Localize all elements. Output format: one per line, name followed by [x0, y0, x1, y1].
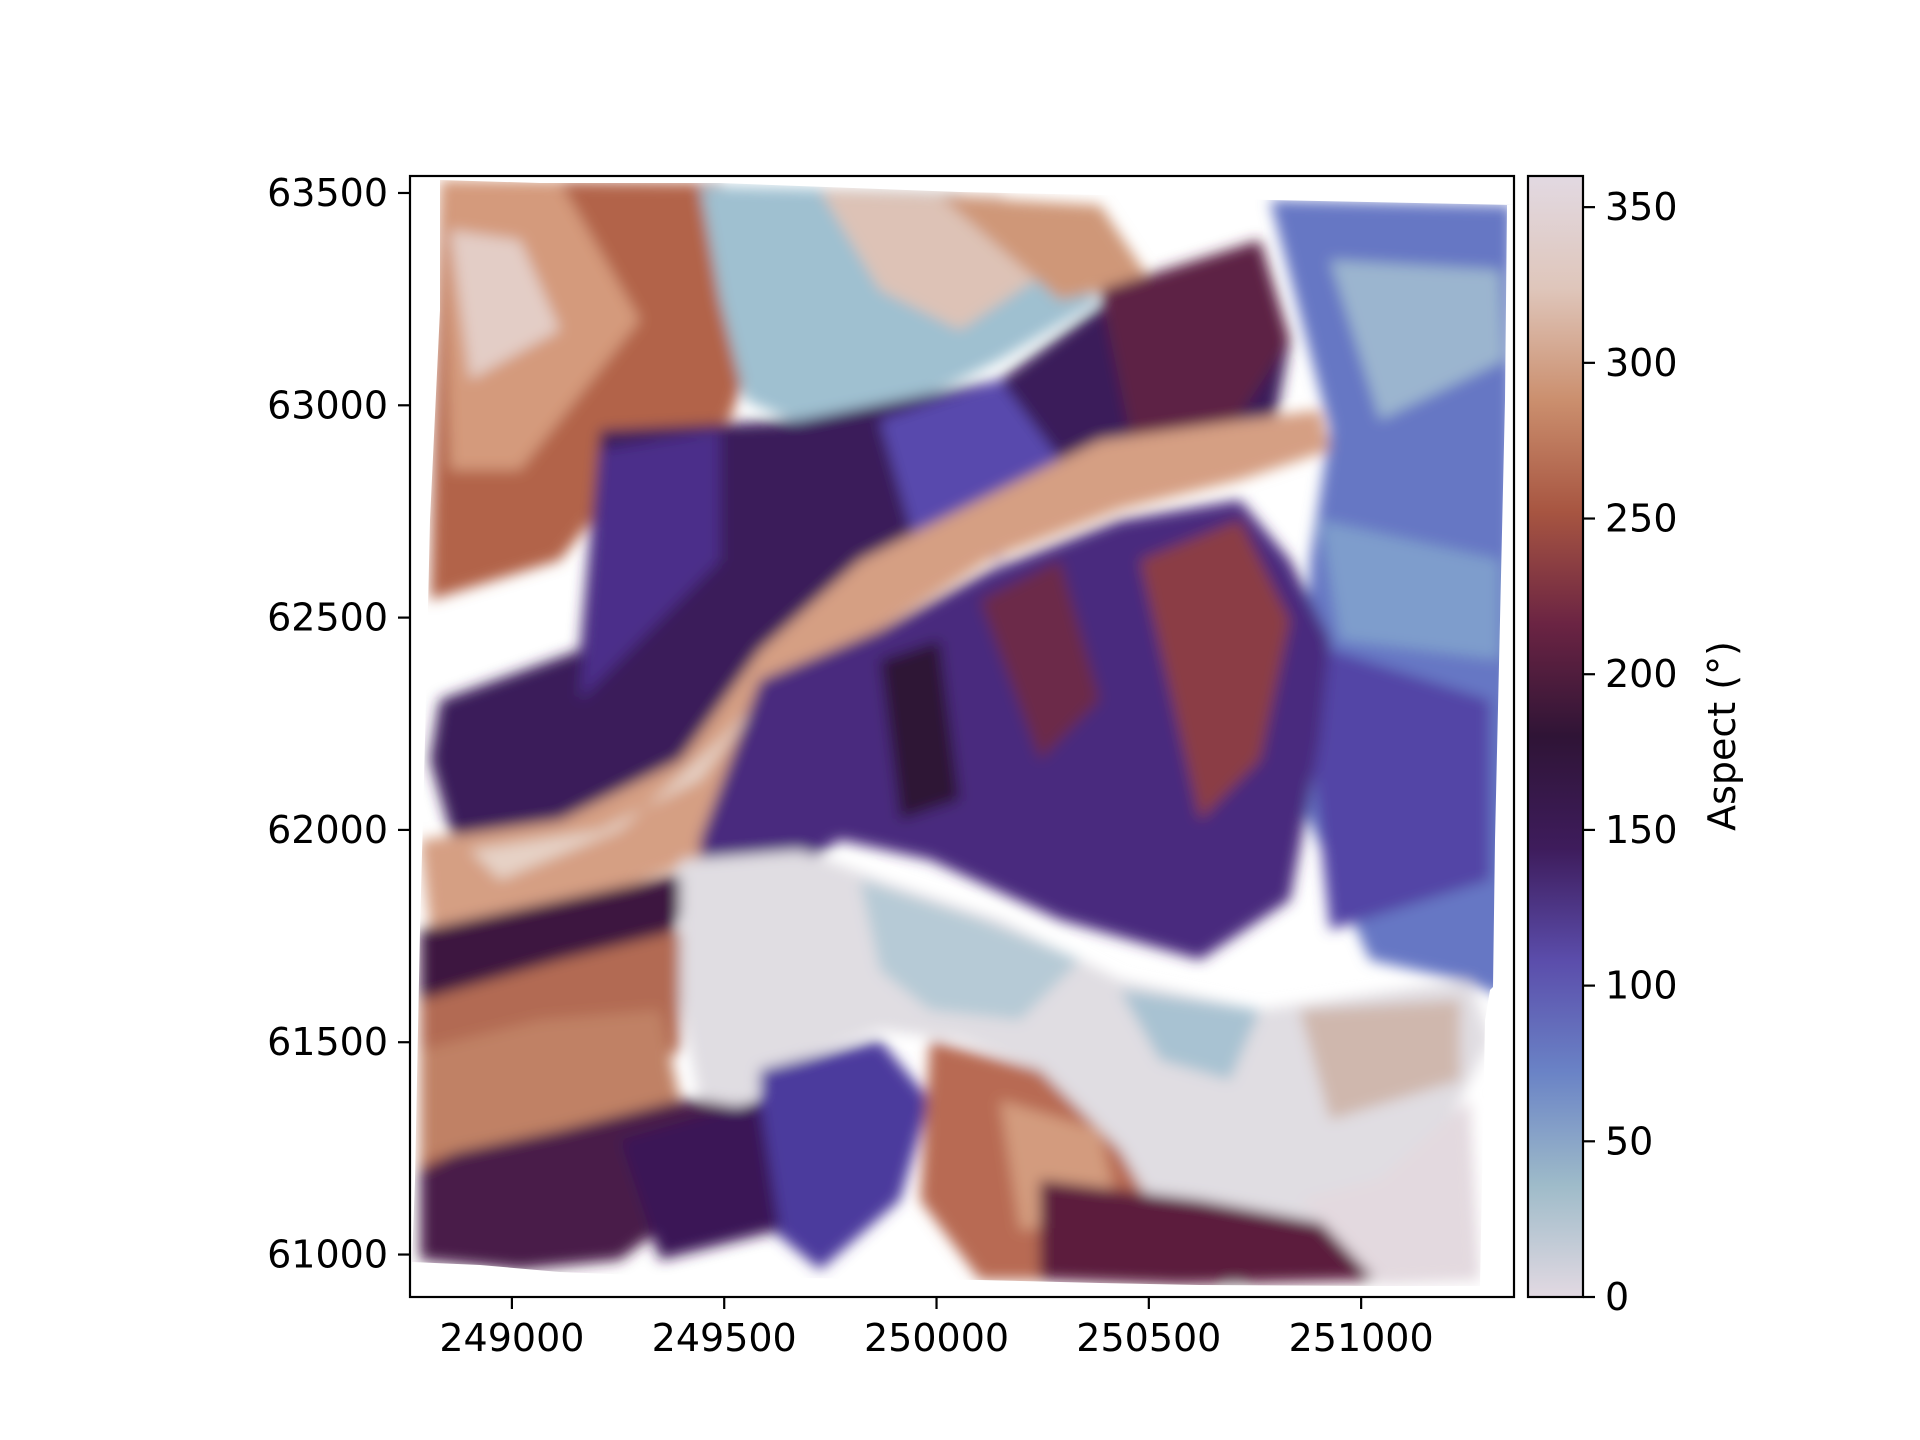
- main-axes: 249000 249500 250000 250500 251000 61000 6150…: [267, 171, 1516, 1360]
- colorbar-tick-label-1: 50: [1605, 1119, 1653, 1163]
- colorbar-tick-label-6: 300: [1605, 341, 1678, 385]
- x-ticks: 249000 249500 250000 250500 251000: [439, 1297, 1434, 1360]
- colorbar-gradient: [1526, 174, 1585, 1299]
- x-tick-label-1: 249500: [652, 1316, 797, 1360]
- y-tick-label-0: 61000: [267, 1233, 388, 1277]
- colorbar-tick-label-7: 350: [1605, 185, 1678, 229]
- y-tick-label-1: 61500: [267, 1020, 388, 1064]
- y-ticks: 61000 61500 62000 62500 63000 63500: [267, 171, 410, 1277]
- y-tick-label-4: 63000: [267, 383, 388, 427]
- x-tick-label-0: 249000: [439, 1316, 584, 1360]
- colorbar-ticks: 0 50 100 150 200 250 300 350: [1583, 185, 1678, 1319]
- colorbar-tick-label-4: 200: [1605, 652, 1678, 696]
- colorbar-label: Aspect (°): [1700, 641, 1744, 831]
- colorbar-tick-label-3: 150: [1605, 808, 1678, 852]
- colorbar-tick-label-5: 250: [1605, 497, 1678, 541]
- aspect-raster: [410, 176, 1514, 1297]
- x-tick-label-2: 250000: [864, 1316, 1009, 1360]
- x-tick-label-3: 250500: [1076, 1316, 1221, 1360]
- x-tick-label-4: 251000: [1289, 1316, 1434, 1360]
- colorbar-tick-label-2: 100: [1605, 964, 1678, 1008]
- colorbar: 0 50 100 150 200 250 300 350 Aspect (°): [1526, 174, 1744, 1319]
- y-tick-label-2: 62000: [267, 808, 388, 852]
- colorbar-tick-label-0: 0: [1605, 1275, 1629, 1319]
- y-tick-label-3: 62500: [267, 596, 388, 640]
- y-tick-label-5: 63500: [267, 171, 388, 215]
